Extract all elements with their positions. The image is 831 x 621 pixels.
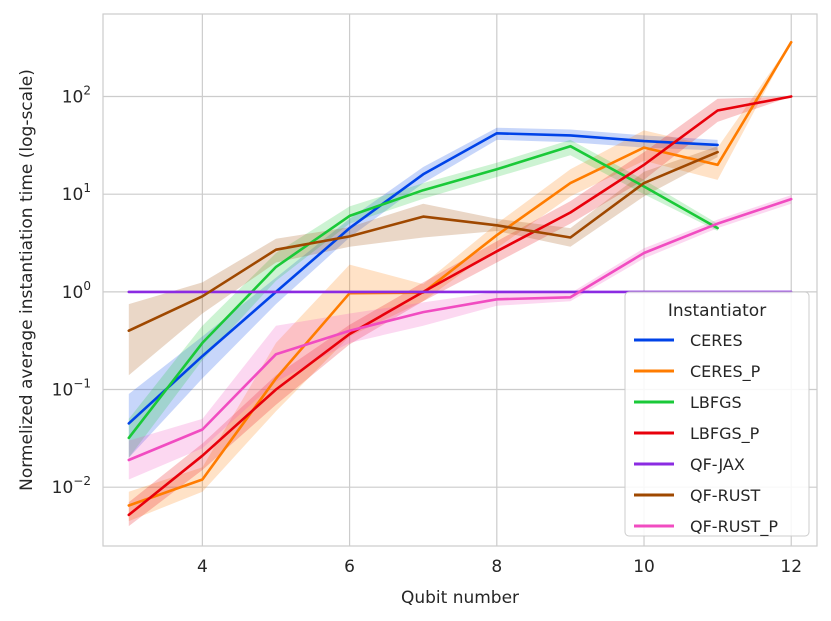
legend-item: LBFGS_P [634, 424, 760, 444]
x-tick-label: 4 [197, 557, 208, 577]
x-tick-label: 10 [633, 557, 655, 577]
legend-label: LBFGS_P [690, 424, 760, 444]
legend-item: QF-RUST [634, 486, 761, 505]
y-tick-label: 101 [62, 181, 91, 205]
legend-label: QF-JAX [690, 455, 745, 474]
legend-label: QF-RUST_P [690, 517, 778, 537]
legend-box [624, 291, 810, 537]
line-ceres_p [127, 40, 793, 507]
legend-item: QF-RUST_P [634, 517, 778, 537]
legend-item: CERES [634, 331, 743, 350]
x-tick-label: 6 [344, 557, 355, 577]
legend-item: LBFGS [634, 393, 742, 412]
line-qf-rust_p [127, 197, 793, 462]
y-tick-label: 102 [62, 84, 91, 108]
y-tick-label: 100 [62, 279, 91, 303]
legend-item: CERES_P [634, 362, 761, 382]
x-tick-label: 12 [780, 557, 802, 577]
y-tick-label: 10−2 [52, 474, 91, 498]
band-ceres_p [128, 42, 792, 522]
x-tick-labels: 4 6 8 10 12 [197, 557, 802, 577]
legend-label: LBFGS [690, 393, 742, 412]
x-tick-label: 8 [491, 557, 502, 577]
line-lbfgs_p [127, 95, 793, 517]
plot-frame [102, 13, 818, 547]
grid [103, 14, 817, 546]
y-tick-label: 10−1 [52, 377, 91, 401]
x-axis-label: Qubit number [401, 588, 519, 608]
y-axis-label: Normelized average instantiation time (l… [17, 69, 37, 491]
y-tick-labels: 10−2 10−1 100 101 102 [52, 84, 91, 499]
band-qf-rust_p [128, 195, 792, 480]
legend-title: Instantiator [668, 301, 766, 321]
legend: Instantiator CERES CERES_P LBFGS LBFGS_P QF-… [624, 291, 810, 537]
band-qf-rust [128, 146, 718, 376]
line-lbfgs [127, 144, 719, 440]
line-qf-rust [127, 150, 719, 333]
legend-item: QF-JAX [634, 455, 745, 474]
line-ceres [127, 132, 719, 425]
legend-label: CERES_P [690, 362, 761, 382]
legend-label: QF-RUST [690, 486, 761, 505]
legend-label: CERES [690, 331, 743, 350]
